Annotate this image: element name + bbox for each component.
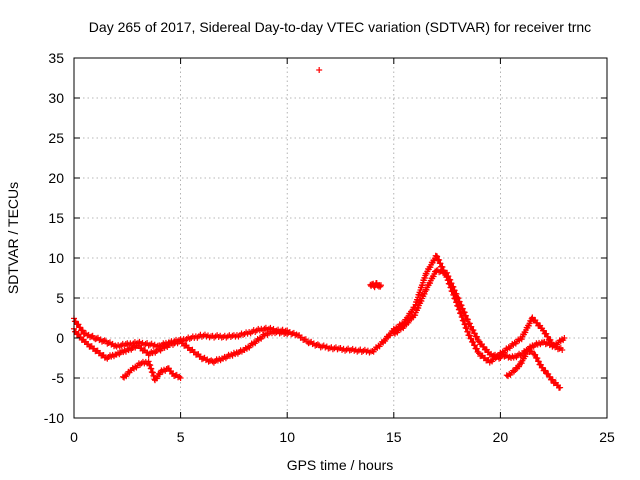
point-track-1 [101,337,108,344]
point-outlier [316,67,323,73]
x-tick-label: 25 [599,429,615,445]
x-tick-label: 20 [493,429,509,445]
y-tick-label: 0 [56,330,64,346]
point-track-4 [444,269,451,276]
chart-title: Day 265 of 2017, Sidereal Day-to-day VTE… [89,19,591,35]
point-track-1 [470,339,477,346]
point-track-4 [448,280,455,287]
point-track-2 [162,342,169,349]
y-tick-label: 10 [48,250,64,266]
x-tick-label: 5 [177,429,185,445]
x-axis-label: GPS time / hours [287,457,394,473]
point-track-1 [434,253,441,260]
point-track-4 [451,287,458,294]
point-track-4 [445,273,452,280]
y-tick-label: 25 [48,130,64,146]
y-tick-label: 20 [48,170,64,186]
point-track-4 [475,337,482,344]
point-track-5 [549,376,556,383]
point-track-4 [418,298,425,305]
point-track-4 [453,290,460,297]
point-track-1 [473,345,480,352]
point-track-4 [455,295,462,302]
point-track-1 [314,341,321,348]
axis-ticks: -10 -5 0 5 10 15 20 25 30 35 0 5 10 15 20 25 [44,50,615,445]
point-track-4 [468,323,475,330]
point-track-4 [456,298,463,305]
point-track-5 [535,358,542,365]
point-track-1 [439,264,446,270]
y-tick-label: -10 [44,410,64,426]
point-track-4 [461,309,468,316]
point-track-4 [464,316,471,323]
point-track-4 [412,312,419,319]
point-cluster-14h [378,282,385,289]
y-tick-label: 30 [48,90,64,106]
data-points [71,67,568,391]
point-track-2 [284,331,291,337]
point-track-4 [447,276,454,283]
point-track-1 [293,331,300,338]
point-track-1 [468,335,475,342]
y-tick-label: 5 [56,290,64,306]
x-tick-label: 10 [279,429,295,445]
point-track-4 [473,333,480,340]
point-track-5 [534,355,541,362]
point-track-4 [458,302,465,309]
point-track-4 [497,355,504,361]
point-track-1 [466,332,473,339]
point-track-5 [542,367,549,374]
y-axis-label: SDTVAR / TECUs [5,182,21,294]
point-track-1 [559,347,566,353]
point-track-3 [176,373,183,380]
point-track-4 [450,283,457,290]
point-track-1 [79,327,86,334]
point-track-1 [543,330,550,337]
point-track-4 [496,355,503,362]
plot-frame [73,57,608,419]
x-tick-label: 0 [70,429,78,445]
point-track-4 [466,320,473,327]
point-track-1 [544,333,551,340]
point-track-2 [156,346,163,353]
point-track-1 [540,327,547,334]
point-track-5 [557,384,564,391]
point-track-6 [561,335,568,341]
point-track-4 [459,305,466,312]
point-track-1 [471,342,478,349]
y-tick-label: 35 [48,50,64,66]
point-track-1 [437,260,444,267]
y-tick-label: -5 [52,370,65,386]
y-tick-label: 15 [48,210,64,226]
point-track-5 [532,351,539,358]
point-track-4 [470,327,477,334]
point-track-4 [471,330,478,337]
point-track-1 [436,257,443,263]
point-track-3 [177,375,184,381]
point-track-4 [415,305,422,312]
point-track-4 [454,294,461,301]
point-track-4 [462,312,469,319]
point-track-4 [421,291,428,298]
point-track-1 [475,349,482,356]
grid-lines [74,58,607,418]
x-tick-label: 15 [386,429,402,445]
